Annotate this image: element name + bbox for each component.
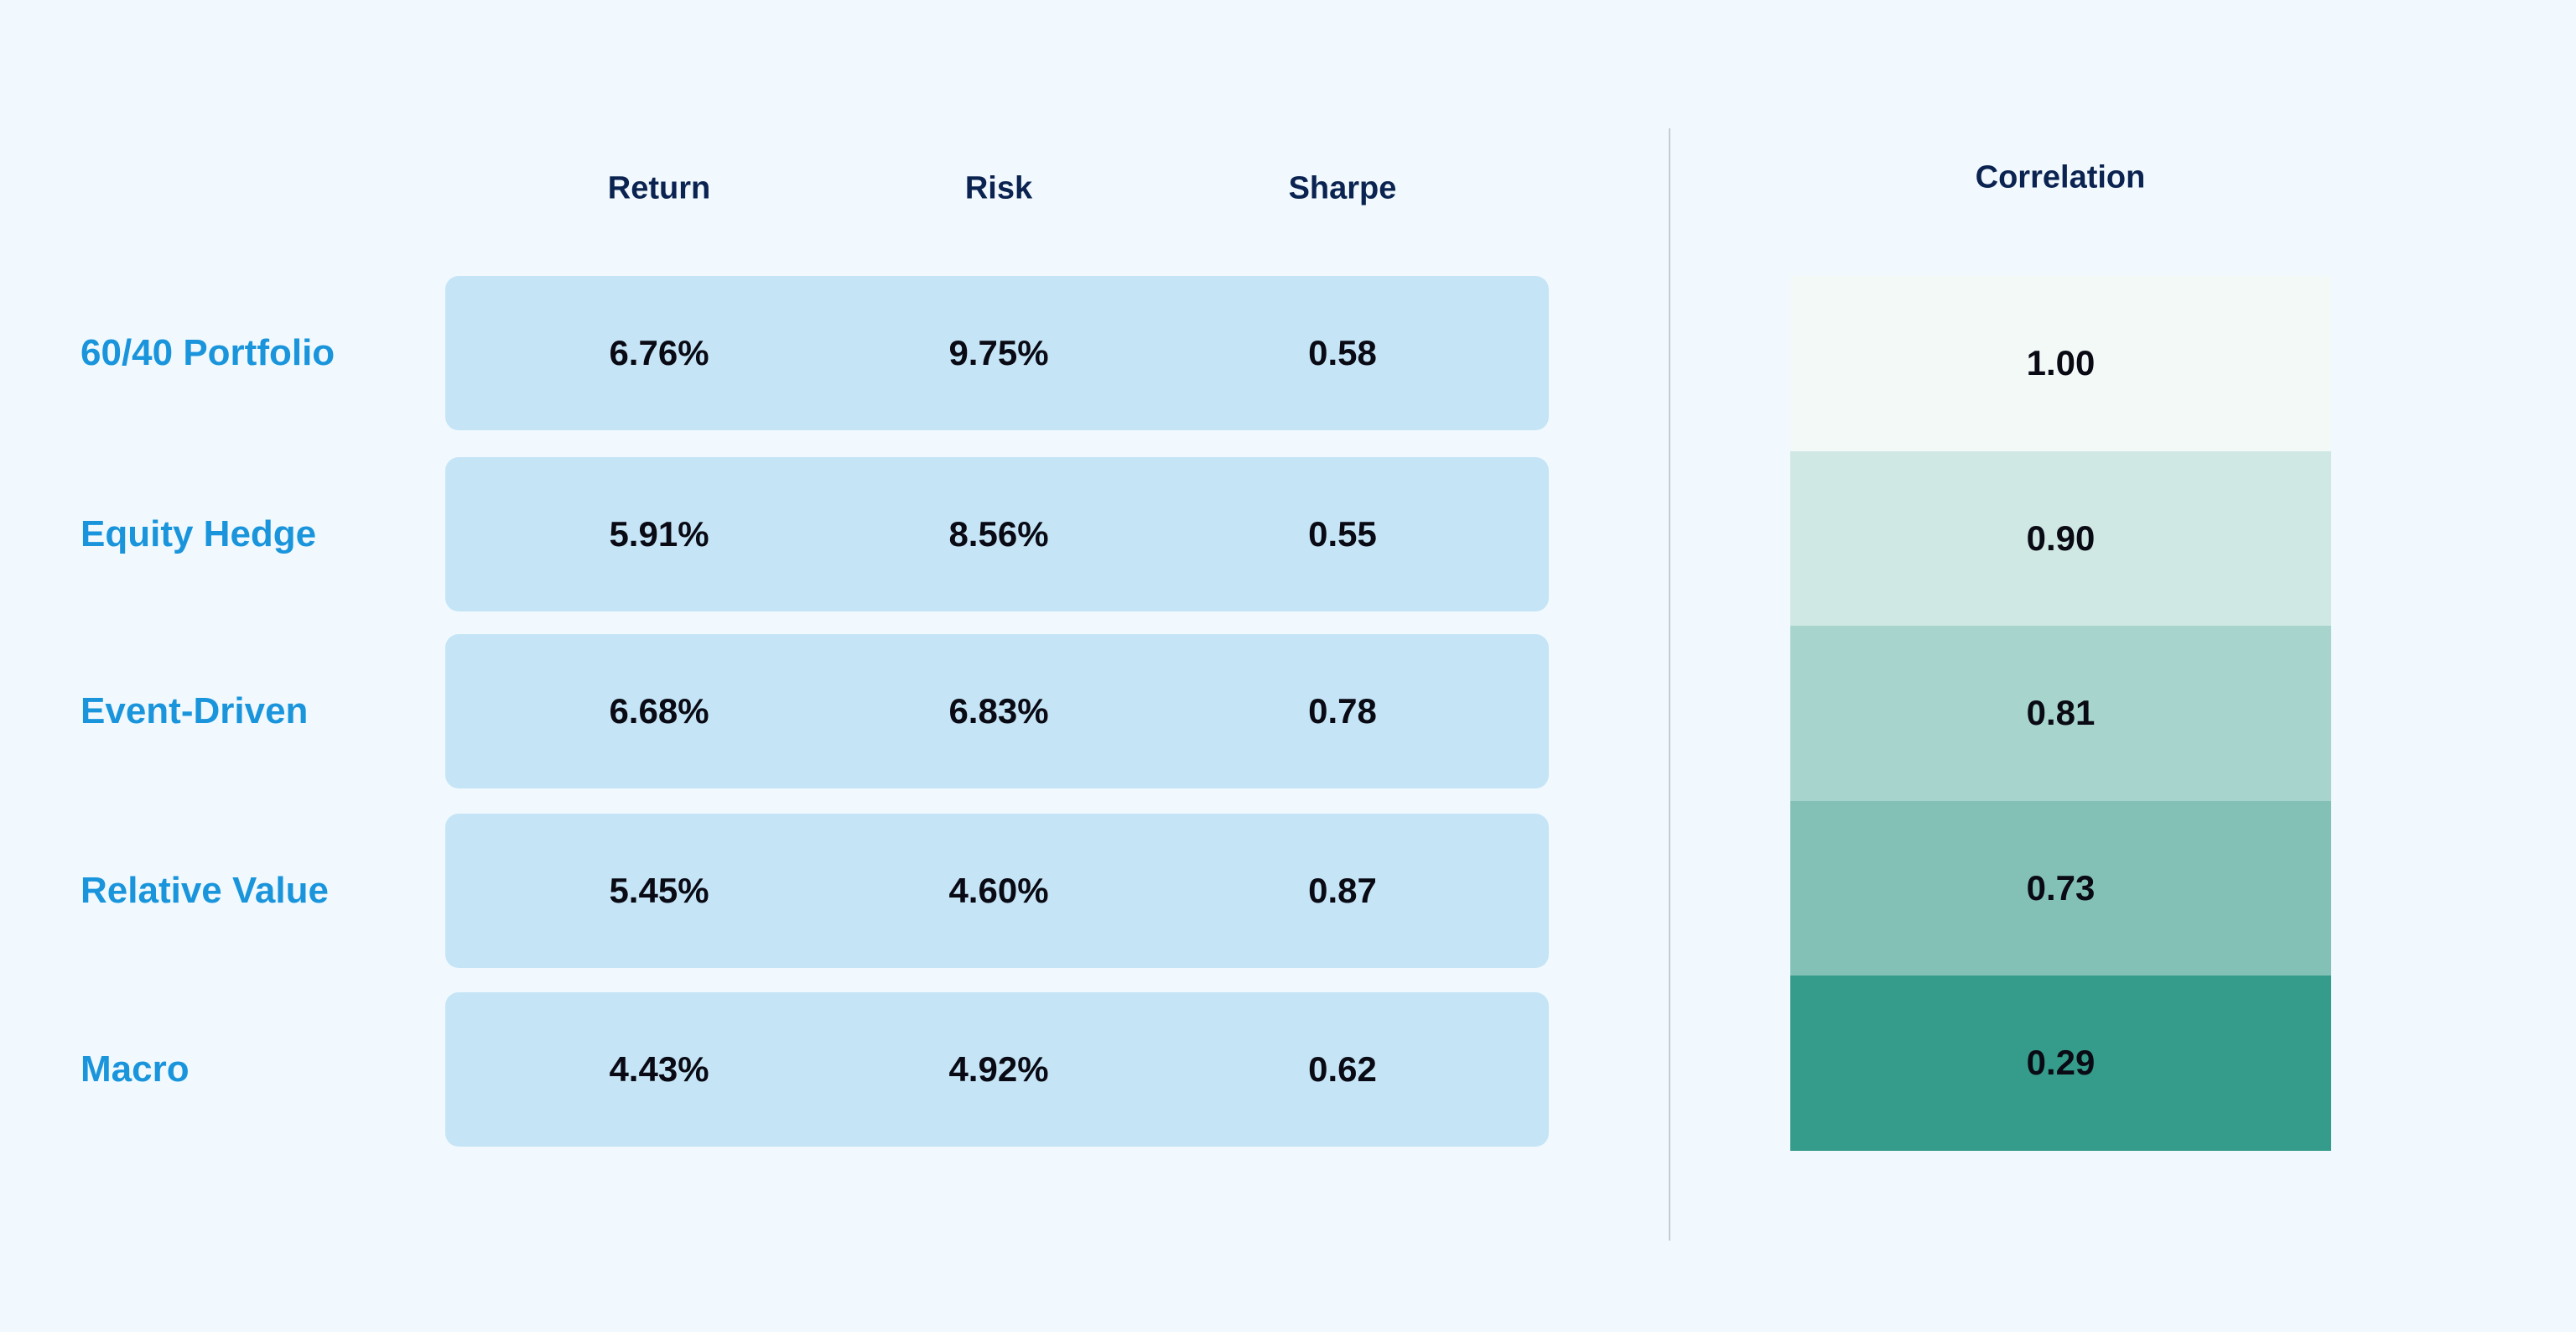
correlation-cell: 1.00 <box>1790 276 2331 451</box>
divider <box>1669 128 1670 1241</box>
column-header: Return <box>607 170 711 206</box>
row-label: Relative Value <box>80 870 329 911</box>
row-background <box>445 814 1549 968</box>
cell-value: 0.55 <box>1308 514 1377 554</box>
cell-value: 6.83% <box>948 691 1049 731</box>
cell-value: 0.62 <box>1308 1049 1377 1089</box>
cell-value: 4.60% <box>948 871 1049 910</box>
column-header: Risk <box>964 170 1033 206</box>
cell-value: 0.78 <box>1308 691 1377 731</box>
cell-value: 0.87 <box>1308 871 1377 910</box>
row-background <box>445 634 1549 788</box>
row-background <box>445 992 1549 1147</box>
cell-value: 0.58 <box>1308 333 1377 372</box>
cell-value: 5.45% <box>609 871 709 910</box>
cell-value: 8.56% <box>948 514 1049 554</box>
row-label: Event-Driven <box>80 690 309 731</box>
row-background <box>445 457 1549 611</box>
column-header: Sharpe <box>1288 170 1397 206</box>
correlation-cell: 0.73 <box>1790 800 2331 976</box>
correlation-cell: 0.90 <box>1790 450 2331 626</box>
row-label: Equity Hedge <box>80 513 317 554</box>
row-label: Macro <box>80 1048 190 1090</box>
cell-value: 4.43% <box>609 1049 709 1089</box>
cell-value: 4.92% <box>948 1049 1049 1089</box>
correlation-header: Correlation <box>1975 159 2146 195</box>
cell-value: 9.75% <box>948 333 1049 372</box>
correlation-cell: 0.29 <box>1790 976 2331 1151</box>
correlation-cell: 0.81 <box>1790 626 2331 801</box>
row-label: 60/40 Portfolio <box>80 332 335 373</box>
row-background <box>445 276 1549 430</box>
cell-value: 6.68% <box>609 691 709 731</box>
cell-value: 5.91% <box>609 514 709 554</box>
cell-value: 6.76% <box>609 333 709 372</box>
